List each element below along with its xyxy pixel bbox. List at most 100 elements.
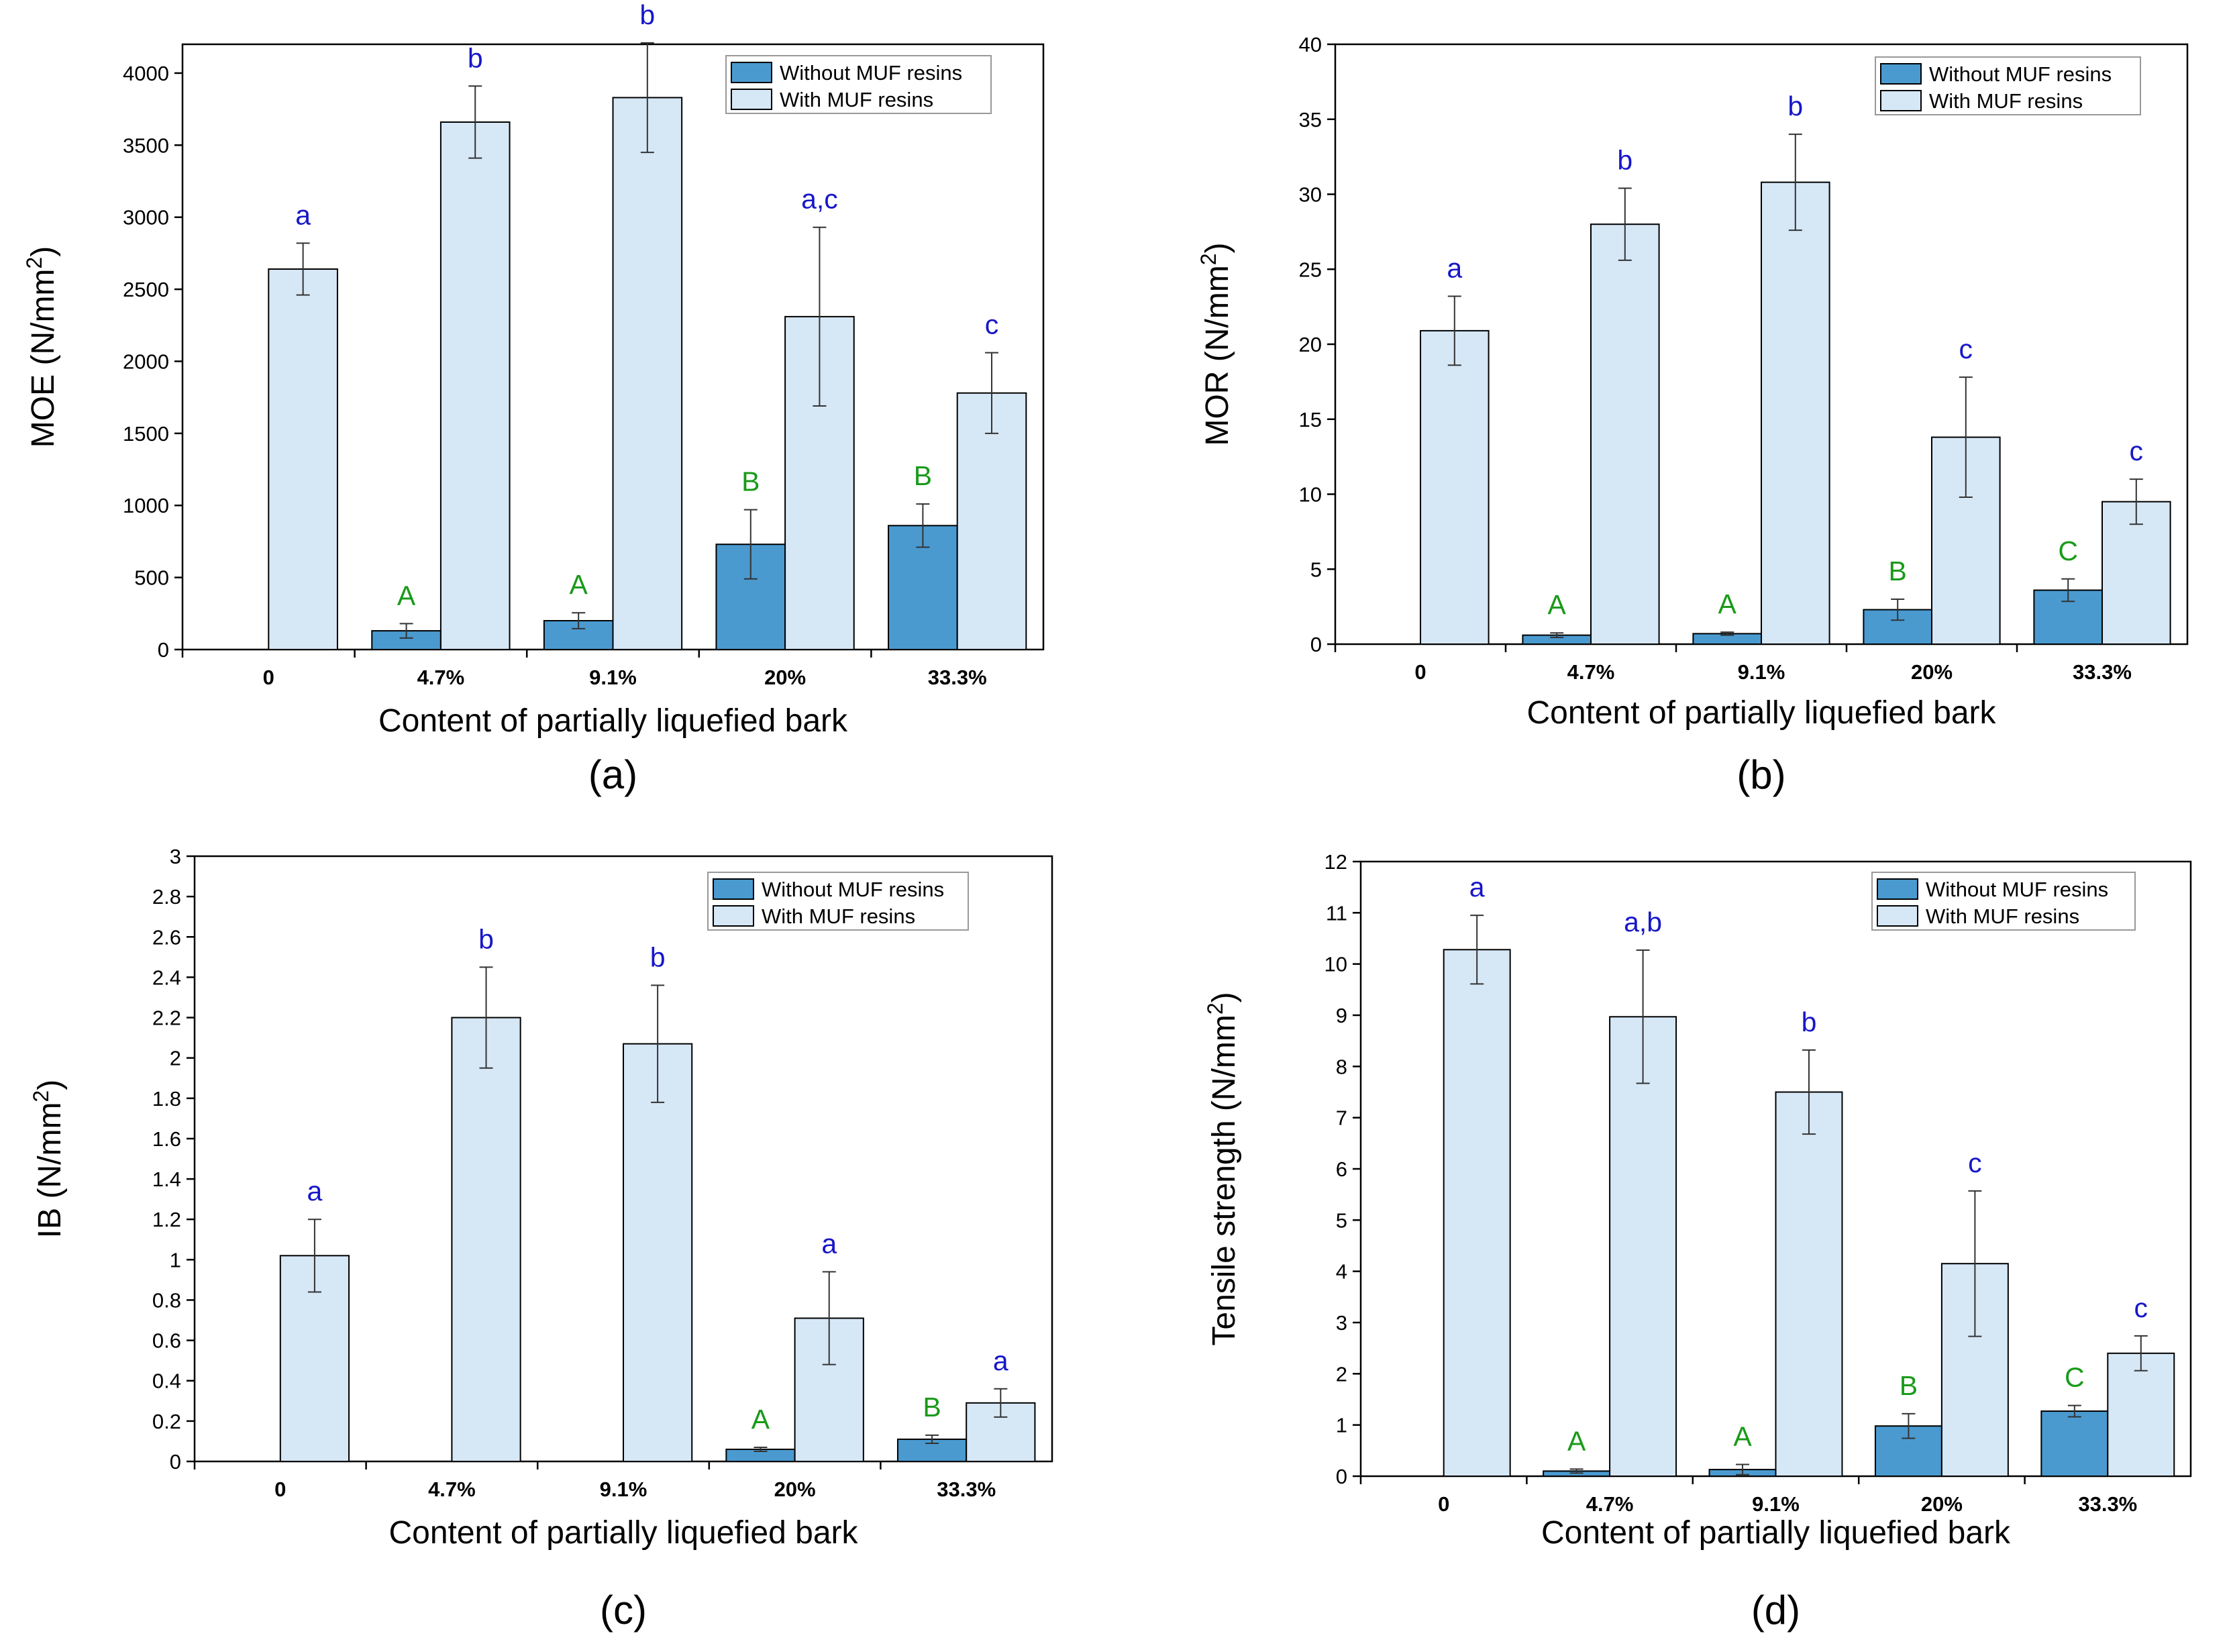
x-tick-label: 20% xyxy=(764,666,806,689)
y-tick-label: 30 xyxy=(1299,183,1322,207)
legend-swatch-without xyxy=(1880,63,1922,85)
legend-label: Without MUF resins xyxy=(762,878,944,901)
y-tick-label: 4000 xyxy=(123,62,169,85)
significance-letter: a xyxy=(307,1176,323,1206)
x-tick-label: 0 xyxy=(263,666,274,689)
bar-with-muf xyxy=(794,1317,864,1462)
x-axis-title: Content of partially liquefied bark xyxy=(378,703,848,739)
significance-letter: b xyxy=(1617,145,1632,176)
chart-panel-a: 0 500 1000 1500 2000 2500 3000 3500 4000 0 4.7% 9.1… xyxy=(22,0,1045,797)
y-tick-label: 1.4 xyxy=(152,1168,181,1191)
significance-letter: b xyxy=(639,0,655,30)
y-axis-title-sup: 2 xyxy=(1203,1002,1227,1015)
bar-with-muf xyxy=(966,1402,1036,1462)
bar-without-muf xyxy=(2040,1410,2109,1477)
y-tick-label: 1500 xyxy=(123,422,169,446)
bar-with-muf xyxy=(2102,501,2171,645)
significance-letter: c xyxy=(2130,435,2144,466)
significance-letter: C xyxy=(2058,535,2078,566)
x-tick-label: 20% xyxy=(1911,660,1953,684)
chart-panel-b: 0 5 10 15 20 25 30 35 40 0 4.7% 9.1% 20% 33.3% A A B Ca b b… xyxy=(1196,33,2189,797)
y-tick-label: 9 xyxy=(1336,1004,1347,1027)
x-axis-title: Content of partially liquefied bark xyxy=(388,1515,858,1551)
y-tick-label: 0.2 xyxy=(152,1410,181,1433)
significance-letter: a xyxy=(295,199,311,230)
y-axis-title-sup: 2 xyxy=(29,1090,53,1102)
legend-swatch-with xyxy=(1880,90,1922,111)
bar-with-muf xyxy=(268,268,338,650)
y-tick-label: 3000 xyxy=(123,206,169,229)
y-tick-label: 0.8 xyxy=(152,1288,181,1312)
legend: Without MUF resins With MUF resins xyxy=(707,872,969,931)
y-tick-label: 2000 xyxy=(123,350,169,373)
y-axis-title-end: ) xyxy=(25,246,61,257)
x-tick-label: 33.3% xyxy=(2073,660,2132,684)
bar-with-muf xyxy=(1609,1016,1677,1478)
x-tick-label: 33.3% xyxy=(2078,1492,2137,1516)
x-tick-label: 0 xyxy=(1414,660,1426,684)
x-tick-label: 4.7% xyxy=(1586,1492,1634,1516)
y-tick-label: 11 xyxy=(1326,901,1347,925)
significance-letter: A xyxy=(1718,588,1737,619)
y-tick-label: 12 xyxy=(1325,850,1347,874)
significance-letter: c xyxy=(985,309,999,340)
legend: Without MUF resins With MUF resins xyxy=(1871,872,2136,931)
y-axis-title: MOR (N/mm2) xyxy=(1196,242,1235,446)
y-tick-label: 3500 xyxy=(123,134,169,157)
x-tick-label: 33.3% xyxy=(928,666,987,689)
legend-label: With MUF resins xyxy=(762,905,915,928)
significance-letter: C xyxy=(2065,1362,2085,1393)
panel-label: (a) xyxy=(588,752,637,797)
y-tick-label: 3 xyxy=(170,845,181,868)
y-tick-label: 3 xyxy=(1336,1311,1347,1335)
y-tick-label: 35 xyxy=(1299,108,1322,132)
y-tick-label: 6 xyxy=(1336,1157,1347,1181)
y-tick-label: 10 xyxy=(1299,483,1322,507)
y-axis-title-end: ) xyxy=(1200,242,1235,253)
bar-with-muf xyxy=(1761,181,1830,645)
legend-swatch-without xyxy=(713,878,754,900)
y-tick-label: 1000 xyxy=(123,494,169,517)
significance-letter: a xyxy=(1447,252,1462,283)
x-axis-title: Content of partially liquefied bark xyxy=(1541,1515,2011,1551)
y-tick-label: 2.8 xyxy=(152,885,181,909)
y-tick-label: 0.6 xyxy=(152,1329,181,1353)
y-tick-label: 1.2 xyxy=(152,1208,181,1231)
significance-letter: A xyxy=(397,580,416,611)
y-tick-label: 1.6 xyxy=(152,1127,181,1151)
y-tick-label: 2.6 xyxy=(152,925,181,949)
y-tick-label: 0.4 xyxy=(152,1370,181,1393)
significance-letter: A xyxy=(751,1404,770,1435)
chart-panel-c: 0 0.2 0.4 0.6 0.8 1 1.2 1.4 1.6 1.8 2 2.2 2.4 2.6 2.8 3… xyxy=(29,845,1053,1633)
y-tick-label: 20 xyxy=(1299,333,1322,356)
significance-letter: B xyxy=(741,466,760,497)
y-tick-label: 2.4 xyxy=(152,966,181,989)
significance-letter: b xyxy=(650,941,666,972)
bar-with-muf xyxy=(1420,329,1490,645)
x-tick-label: 4.7% xyxy=(428,1478,476,1501)
y-tick-label: 8 xyxy=(1336,1055,1347,1078)
legend: Without MUF resins With MUF resins xyxy=(1875,56,2141,115)
bar-with-muf xyxy=(956,392,1027,650)
x-tick-label: 0 xyxy=(1438,1492,1449,1516)
bar-with-muf xyxy=(1775,1091,1843,1477)
significance-letter: a xyxy=(1469,872,1485,902)
legend: Without MUF resins With MUF resins xyxy=(725,55,992,114)
legend-label: With MUF resins xyxy=(780,88,933,111)
legend-label: Without MUF resins xyxy=(1926,878,2108,901)
significance-letter: c xyxy=(2134,1292,2148,1323)
y-tick-label: 10 xyxy=(1325,953,1347,976)
significance-letter: A xyxy=(1733,1421,1752,1451)
x-tick-label: 33.3% xyxy=(937,1478,996,1501)
y-axis-title: MOE (N/mm2) xyxy=(22,246,61,448)
x-tick-label: 20% xyxy=(1921,1492,1963,1516)
y-tick-label: 2 xyxy=(170,1047,181,1070)
panel-label: (d) xyxy=(1751,1588,1800,1633)
y-tick-label: 40 xyxy=(1299,33,1322,56)
x-tick-label: 9.1% xyxy=(1752,1492,1800,1516)
y-axis-title-text: Tensile strength (N/mm xyxy=(1206,1015,1242,1345)
x-tick-label: 20% xyxy=(774,1478,816,1501)
significance-letter: a xyxy=(993,1345,1008,1376)
y-axis-title-end: ) xyxy=(1206,992,1242,1002)
